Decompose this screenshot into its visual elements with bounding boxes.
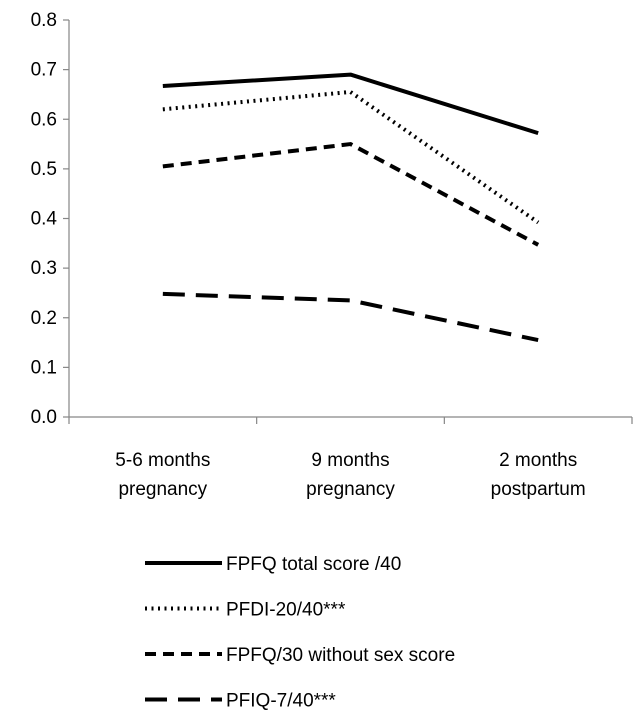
x-category-label: postpartum: [491, 479, 586, 500]
series-line-2: [163, 92, 538, 223]
series-line-4: [163, 294, 538, 340]
x-category-label: pregnancy: [118, 479, 207, 500]
x-category-label: pregnancy: [306, 479, 395, 500]
x-category-label: 5-6 months: [115, 450, 210, 471]
x-category-label: 9 months: [311, 450, 389, 471]
y-tick-label: 0.1: [31, 357, 57, 378]
y-tick-label: 0.2: [31, 308, 57, 329]
legend-label-4: PFIQ-7/40***: [226, 691, 336, 712]
y-tick-label: 0.7: [31, 60, 57, 81]
legend-label-2: PFDI-20/40***: [226, 600, 346, 621]
y-tick-label: 0.4: [31, 209, 58, 230]
series-line-1: [163, 75, 538, 134]
y-tick-label: 0.3: [31, 258, 57, 279]
series-line-3: [163, 144, 538, 245]
y-tick-label: 0.8: [31, 10, 57, 31]
y-tick-label: 0.5: [31, 159, 57, 180]
x-category-label: 2 months: [499, 450, 577, 471]
legend-label-1: FPFQ total score /40: [226, 554, 401, 575]
legend-label-3: FPFQ/30 without sex score: [226, 645, 455, 666]
y-tick-label: 0.0: [31, 407, 57, 428]
y-tick-label: 0.6: [31, 109, 57, 130]
